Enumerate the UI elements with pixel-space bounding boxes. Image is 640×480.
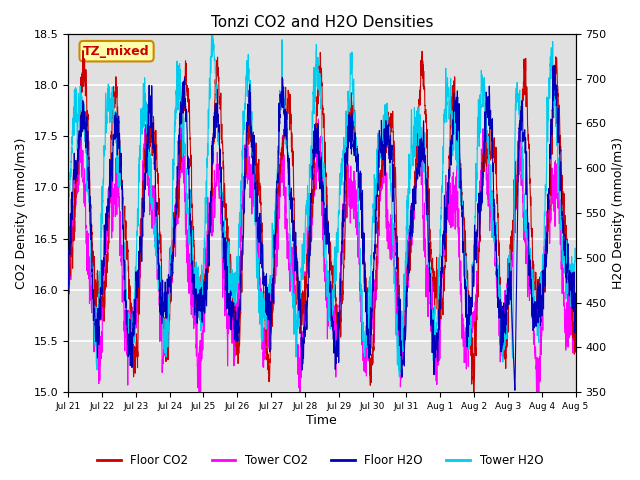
Y-axis label: H2O Density (mmol/m3): H2O Density (mmol/m3) <box>612 137 625 289</box>
Floor CO2 <box>64 295 72 301</box>
Line: Tower CO2: Tower CO2 <box>68 119 575 411</box>
Floor H2O <box>248 143 255 149</box>
Tower CO2 <box>170 243 178 249</box>
Tower CO2 <box>315 116 323 122</box>
Floor CO2 <box>248 127 255 132</box>
Tower CO2 <box>365 326 373 332</box>
Tower CO2 <box>534 408 542 414</box>
Tower H2O <box>304 192 312 197</box>
Line: Tower H2O: Tower H2O <box>68 30 575 377</box>
Tower H2O <box>209 27 216 33</box>
Tower H2O <box>572 256 579 262</box>
Tower CO2 <box>64 274 72 280</box>
Line: Floor CO2: Floor CO2 <box>68 50 575 396</box>
Tower H2O <box>64 212 72 217</box>
Floor H2O <box>572 314 579 320</box>
Floor H2O <box>532 301 540 307</box>
Floor H2O <box>365 350 373 356</box>
Floor CO2 <box>572 342 579 348</box>
Floor CO2 <box>365 349 373 355</box>
Tower CO2 <box>304 247 312 252</box>
Tower CO2 <box>248 181 255 187</box>
X-axis label: Time: Time <box>307 414 337 427</box>
Floor CO2 <box>79 48 87 53</box>
Tower H2O <box>396 374 403 380</box>
Floor CO2 <box>170 213 178 218</box>
Tower H2O <box>532 308 540 314</box>
Floor H2O <box>304 299 312 304</box>
Floor H2O <box>170 231 178 237</box>
Floor CO2 <box>387 137 394 143</box>
Floor H2O <box>511 387 518 393</box>
Line: Floor H2O: Floor H2O <box>68 65 575 390</box>
Tower H2O <box>387 186 394 192</box>
Title: Tonzi CO2 and H2O Densities: Tonzi CO2 and H2O Densities <box>211 15 433 30</box>
Floor H2O <box>387 136 394 142</box>
Tower CO2 <box>387 252 394 258</box>
Floor CO2 <box>532 299 540 304</box>
Tower H2O <box>248 117 255 123</box>
Legend: Floor CO2, Tower CO2, Floor H2O, Tower H2O: Floor CO2, Tower CO2, Floor H2O, Tower H… <box>92 449 548 472</box>
Tower H2O <box>365 278 373 284</box>
Floor CO2 <box>304 249 312 254</box>
Tower H2O <box>170 161 178 167</box>
Text: TZ_mixed: TZ_mixed <box>83 45 150 58</box>
Y-axis label: CO2 Density (mmol/m3): CO2 Density (mmol/m3) <box>15 137 28 288</box>
Floor CO2 <box>470 394 477 399</box>
Tower CO2 <box>572 325 579 331</box>
Floor H2O <box>551 62 559 68</box>
Floor H2O <box>64 277 72 283</box>
Tower CO2 <box>532 393 540 398</box>
